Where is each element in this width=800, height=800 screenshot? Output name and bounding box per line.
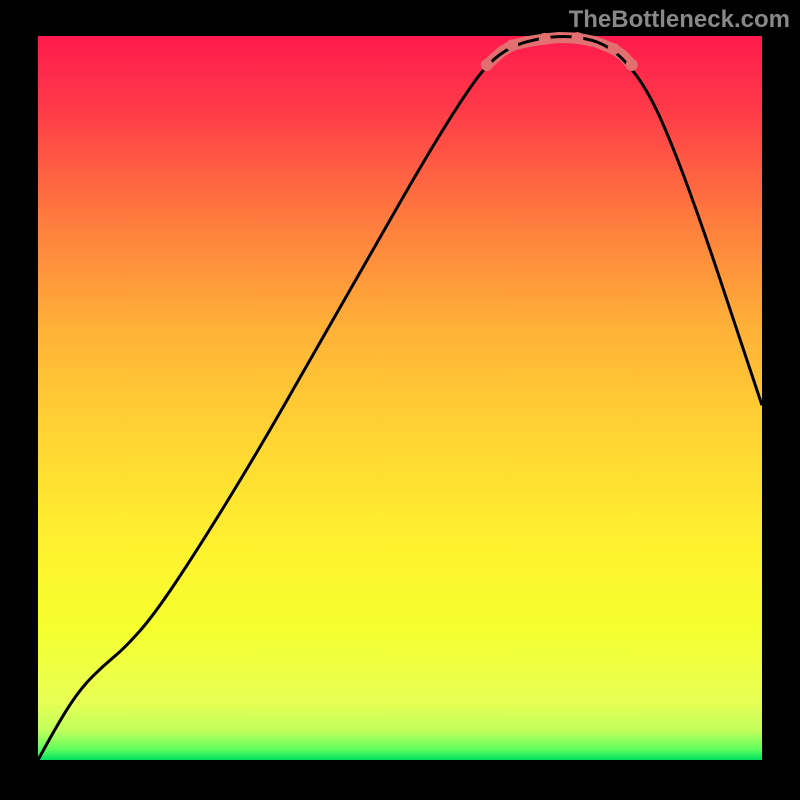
chart-plot-area — [38, 36, 762, 760]
watermark-text: TheBottleneck.com — [569, 6, 790, 34]
